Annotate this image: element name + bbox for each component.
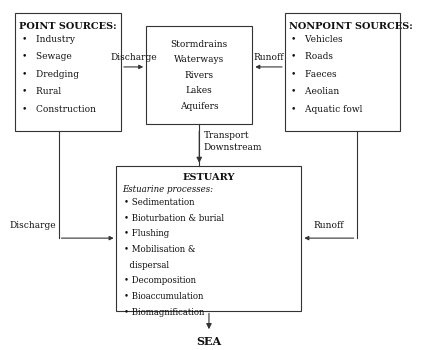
- Text: •   Aquatic fowl: • Aquatic fowl: [291, 105, 363, 114]
- Text: dispersal: dispersal: [124, 261, 169, 270]
- Text: Aquifers: Aquifers: [180, 102, 219, 111]
- Text: •   Aeolian: • Aeolian: [291, 88, 339, 97]
- Text: Stormdrains: Stormdrains: [171, 40, 228, 49]
- Text: •   Industry: • Industry: [22, 35, 75, 44]
- Text: Transport
Downstream: Transport Downstream: [204, 131, 262, 152]
- Text: Discharge: Discharge: [110, 53, 157, 62]
- Text: ESTUARY: ESTUARY: [183, 173, 235, 182]
- Bar: [285, 13, 401, 131]
- Text: • Sedimentation: • Sedimentation: [124, 198, 194, 207]
- Text: • Biomagnification: • Biomagnification: [124, 308, 204, 317]
- Text: SEA: SEA: [197, 336, 222, 347]
- Text: •   Roads: • Roads: [291, 52, 333, 61]
- Text: Runoff: Runoff: [314, 221, 344, 230]
- Text: •   Rural: • Rural: [22, 88, 61, 97]
- Text: • Bioturbation & burial: • Bioturbation & burial: [124, 214, 224, 223]
- Text: Lakes: Lakes: [186, 86, 213, 96]
- Text: •   Sewage: • Sewage: [22, 52, 72, 61]
- Text: •   Dredging: • Dredging: [22, 70, 79, 79]
- Text: • Mobilisation &: • Mobilisation &: [124, 245, 195, 254]
- Text: • Decomposition: • Decomposition: [124, 276, 196, 285]
- Text: •   Construction: • Construction: [22, 105, 96, 114]
- Bar: [15, 13, 121, 131]
- Text: • Bioaccumulation: • Bioaccumulation: [124, 292, 203, 301]
- Text: •   Faeces: • Faeces: [291, 70, 337, 79]
- Text: Rivers: Rivers: [185, 71, 214, 80]
- Bar: [116, 166, 301, 310]
- Text: Estuarine processes:: Estuarine processes:: [122, 185, 213, 194]
- Text: Discharge: Discharge: [9, 221, 56, 230]
- Text: •   Vehicles: • Vehicles: [291, 35, 343, 44]
- Text: Runoff: Runoff: [253, 53, 284, 62]
- Text: POINT SOURCES:: POINT SOURCES:: [19, 22, 117, 31]
- Text: NONPOINT SOURCES:: NONPOINT SOURCES:: [288, 22, 412, 31]
- Bar: [146, 26, 252, 124]
- Text: • Flushing: • Flushing: [124, 229, 169, 238]
- Text: Waterways: Waterways: [174, 55, 224, 64]
